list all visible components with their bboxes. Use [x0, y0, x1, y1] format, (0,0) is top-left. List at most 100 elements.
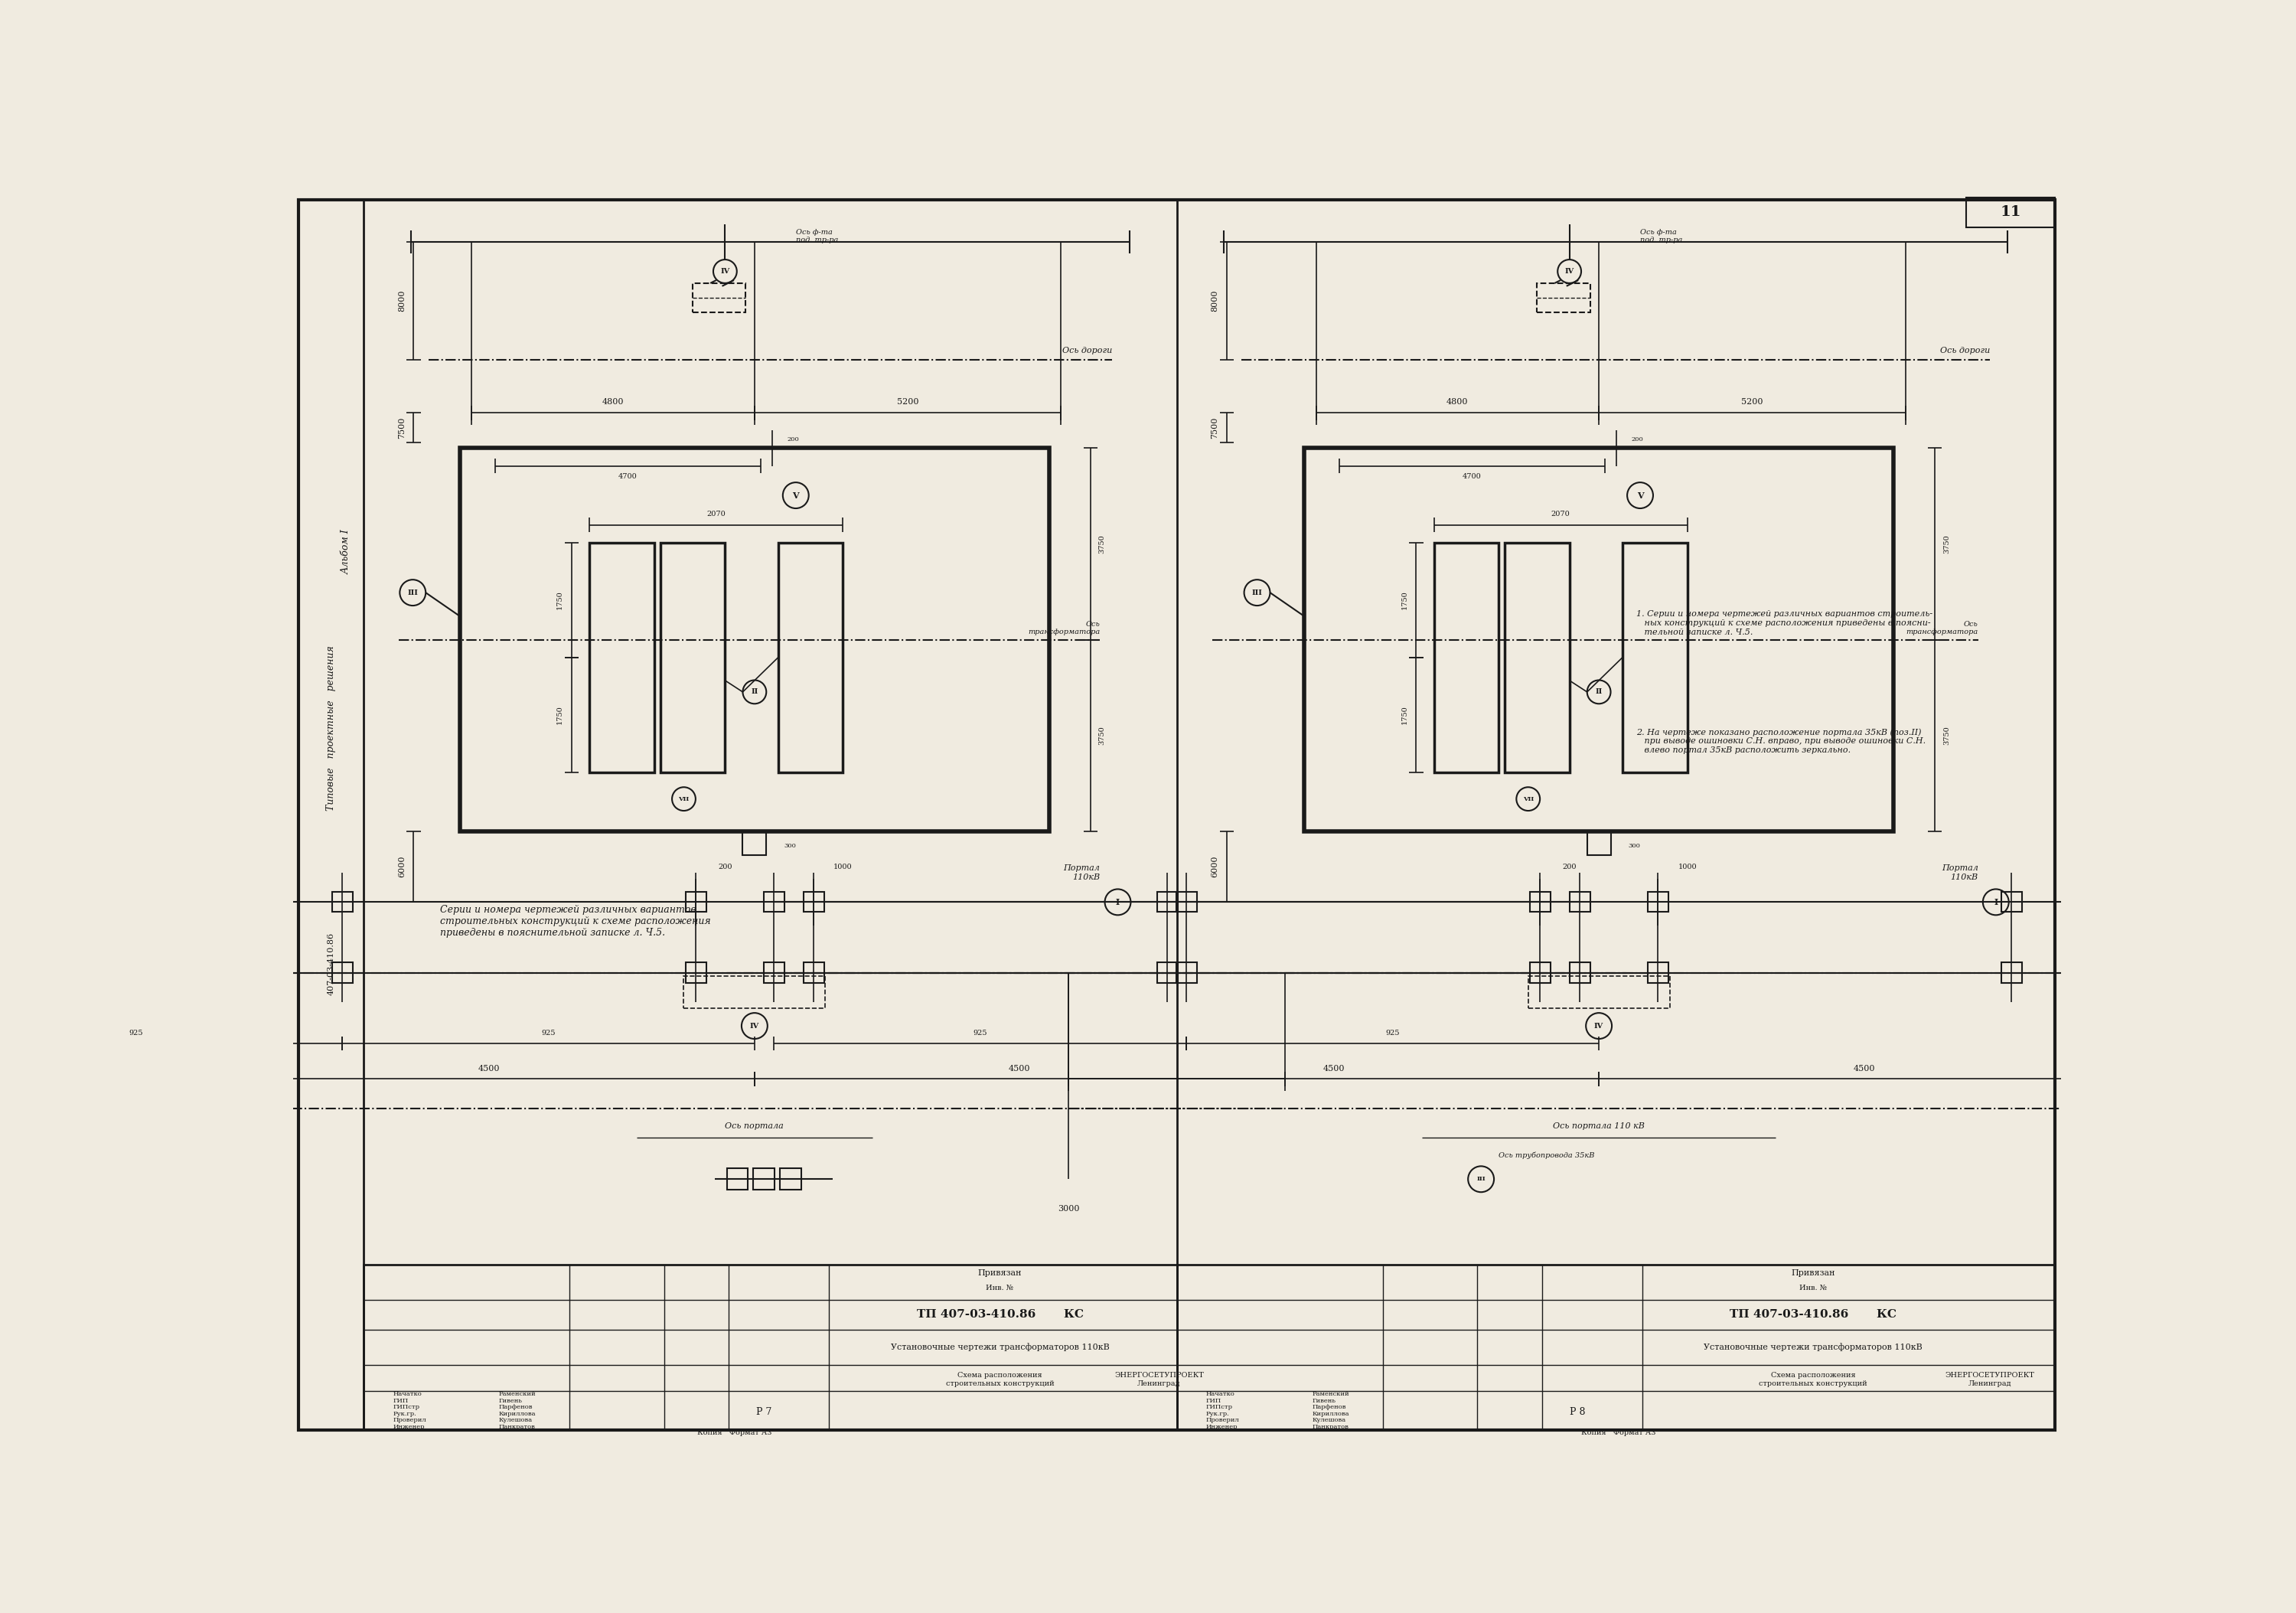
Text: VII: VII [1522, 795, 1534, 802]
Text: 4500: 4500 [1853, 1065, 1876, 1073]
Text: 4500: 4500 [1008, 1065, 1031, 1073]
Text: 2. На чертеже показано расположение портала 35кВ (поз.II)
   при выводе ошиновки: 2. На чертеже показано расположение порт… [1637, 727, 1926, 753]
Text: Копия   Формат А3: Копия Формат А3 [698, 1429, 771, 1436]
Bar [1536, 284, 1591, 313]
Bar [1504, 542, 1570, 773]
Text: 6000: 6000 [397, 857, 406, 877]
Text: Установочные чертежи трансформаторов 110кВ: Установочные чертежи трансформаторов 110… [1704, 1344, 1922, 1352]
Text: 200: 200 [719, 863, 732, 869]
Text: Гивень: Гивень [498, 1398, 523, 1403]
Text: IV: IV [1566, 268, 1575, 274]
Text: Раменский: Раменский [1313, 1392, 1350, 1397]
Text: ГИПстр: ГИПстр [1205, 1405, 1233, 1410]
Text: IV: IV [751, 1023, 760, 1029]
Text: 3750: 3750 [1100, 726, 1107, 745]
Text: Серии и номера чертежей различных вариантов
строительных конструкций к схеме рас: Серии и номера чертежей различных вариан… [441, 905, 712, 939]
Text: 7500: 7500 [1212, 416, 1219, 439]
Text: Раменский: Раменский [498, 1392, 537, 1397]
Text: II: II [1596, 689, 1603, 695]
Text: Проверил: Проверил [393, 1418, 427, 1423]
Text: 3750: 3750 [1942, 726, 1949, 745]
Bar [1570, 963, 1591, 982]
Text: 1750: 1750 [1401, 590, 1407, 610]
Bar [1529, 892, 1550, 911]
Text: 4500: 4500 [478, 1065, 501, 1073]
Bar [333, 892, 354, 911]
Text: Рук.гр.: Рук.гр. [1205, 1411, 1231, 1416]
Text: Кириллова: Кириллова [498, 1411, 535, 1416]
Text: Проверил: Проверил [1205, 1418, 1240, 1423]
Bar [1587, 831, 1612, 855]
Text: 1750: 1750 [556, 590, 563, 610]
Bar [1529, 963, 1550, 982]
Bar [687, 963, 707, 982]
Text: 2070: 2070 [707, 511, 726, 518]
Text: Ось дороги: Ось дороги [1940, 347, 1991, 355]
Text: 1750: 1750 [1401, 705, 1407, 724]
Text: 5200: 5200 [1740, 398, 1763, 406]
Bar [661, 542, 726, 773]
Text: Парфенов: Парфенов [498, 1405, 533, 1410]
Text: 300: 300 [783, 844, 797, 848]
Bar [2002, 963, 2023, 982]
Text: 1000: 1000 [833, 863, 852, 869]
Bar [753, 1168, 774, 1190]
Text: Копия   Формат А3: Копия Формат А3 [1582, 1429, 1655, 1436]
Bar [1304, 448, 1894, 831]
Text: Начатко: Начатко [393, 1392, 422, 1397]
Bar [765, 892, 785, 911]
Text: 4500: 4500 [1322, 1065, 1345, 1073]
Text: Схема расположения
строительных конструкций: Схема расположения строительных конструк… [946, 1373, 1054, 1387]
Text: ГИП: ГИП [393, 1398, 409, 1403]
Bar [333, 963, 354, 982]
Text: 4700: 4700 [1463, 473, 1481, 481]
Bar [1435, 542, 1499, 773]
Text: III: III [1251, 589, 1263, 597]
Text: Кулешова: Кулешова [498, 1418, 533, 1423]
Bar [1176, 963, 1196, 982]
Text: ТП 407-03-410.86       КС: ТП 407-03-410.86 КС [916, 1310, 1084, 1319]
Text: 4800: 4800 [602, 398, 625, 406]
Bar [1649, 892, 1669, 911]
Bar [2002, 892, 2023, 911]
Text: Ось
трансформатора: Ось трансформатора [1906, 621, 1979, 636]
Text: 200: 200 [1561, 863, 1577, 869]
Bar [684, 976, 824, 1008]
Text: Начатко: Начатко [1205, 1392, 1235, 1397]
Text: Р 7: Р 7 [755, 1407, 771, 1416]
Text: 3750: 3750 [1100, 534, 1107, 553]
Text: Рук.гр.: Рук.гр. [393, 1411, 416, 1416]
Text: Гивень: Гивень [1313, 1398, 1336, 1403]
Text: 200: 200 [1630, 436, 1644, 442]
Text: 925: 925 [129, 1029, 142, 1037]
Text: Р 8: Р 8 [1570, 1407, 1584, 1416]
Bar [1649, 963, 1669, 982]
Text: Инженер: Инженер [393, 1424, 425, 1429]
Text: Кулешова: Кулешова [1313, 1418, 1345, 1423]
Text: 1000: 1000 [1678, 863, 1697, 869]
Text: IV: IV [1593, 1023, 1603, 1029]
Text: ЭНЕРГОСЕТУПРОЕКТ
Ленинград: ЭНЕРГОСЕТУПРОЕКТ Ленинград [1945, 1373, 2034, 1387]
Text: Инв. №: Инв. № [1800, 1286, 1828, 1292]
Bar [742, 831, 767, 855]
Text: I: I [1993, 898, 1998, 907]
Text: Кириллова: Кириллова [1313, 1411, 1350, 1416]
Text: 6000: 6000 [1212, 857, 1219, 877]
Text: ГИПстр: ГИПстр [393, 1405, 420, 1410]
Bar [728, 1168, 748, 1190]
Text: 407-03-410.86: 407-03-410.86 [328, 932, 335, 995]
Text: IV: IV [721, 268, 730, 274]
Text: V: V [792, 490, 799, 500]
Text: 1750: 1750 [556, 705, 563, 724]
Text: Ось ф-та
под. тр-ра: Ось ф-та под. тр-ра [797, 229, 838, 244]
Bar [363, 1265, 1176, 1429]
Text: Портал
110кВ: Портал 110кВ [1063, 865, 1100, 881]
Bar [1176, 1265, 2055, 1429]
Text: II: II [751, 689, 758, 695]
Text: V: V [1637, 490, 1644, 500]
Text: Инженер: Инженер [1205, 1424, 1238, 1429]
Text: Инв. №: Инв. № [987, 1286, 1015, 1292]
Text: ТП 407-03-410.86       КС: ТП 407-03-410.86 КС [1729, 1310, 1896, 1319]
Text: 2070: 2070 [1552, 511, 1570, 518]
Bar [1529, 976, 1669, 1008]
